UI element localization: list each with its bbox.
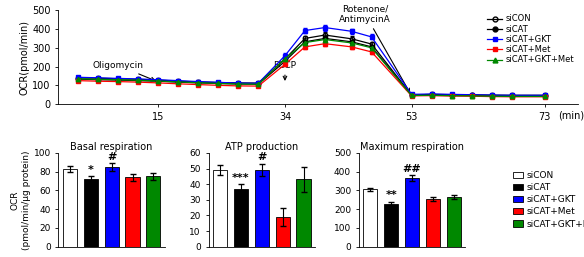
Text: Oligomycin: Oligomycin (93, 61, 155, 81)
Text: (min): (min) (558, 111, 584, 121)
Bar (363, 189, 377, 247)
Title: Basal respiration: Basal respiration (71, 142, 153, 152)
Bar (126, 177, 140, 247)
Bar (84, 179, 98, 247)
Bar (405, 178, 419, 247)
Text: **: ** (385, 190, 397, 200)
Bar (384, 204, 398, 247)
Text: *: * (88, 166, 93, 176)
Bar (146, 176, 161, 247)
Bar (426, 199, 440, 247)
Legend: siCON, siCAT, siCAT+GKT, siCAT+Met, siCAT+GKT+Met: siCON, siCAT, siCAT+GKT, siCAT+Met, siCA… (487, 14, 574, 65)
Text: ##: ## (402, 164, 422, 175)
Title: Maximum respiration: Maximum respiration (360, 142, 464, 152)
Y-axis label: OCR
(pmol/min/μg protein): OCR (pmol/min/μg protein) (11, 150, 31, 250)
Bar (105, 167, 119, 247)
Title: ATP production: ATP production (225, 142, 298, 152)
Y-axis label: OCR(pmol/min): OCR(pmol/min) (19, 20, 29, 95)
Text: FCCP: FCCP (273, 60, 297, 80)
Bar (297, 179, 311, 247)
Text: ***: *** (232, 173, 250, 183)
Bar (447, 197, 461, 247)
Text: #: # (107, 152, 116, 162)
Bar (255, 170, 269, 247)
Bar (234, 189, 248, 247)
Legend: siCON, siCAT, siCAT+GKT, siCAT+Met, siCAT+GKT+Met: siCON, siCAT, siCAT+GKT, siCAT+Met, siCA… (513, 171, 584, 229)
Text: #: # (257, 152, 266, 162)
Bar (213, 170, 227, 247)
Bar (276, 217, 290, 247)
Text: Rotenone/
AntimycinA: Rotenone/ AntimycinA (339, 4, 409, 92)
Bar (63, 169, 77, 247)
